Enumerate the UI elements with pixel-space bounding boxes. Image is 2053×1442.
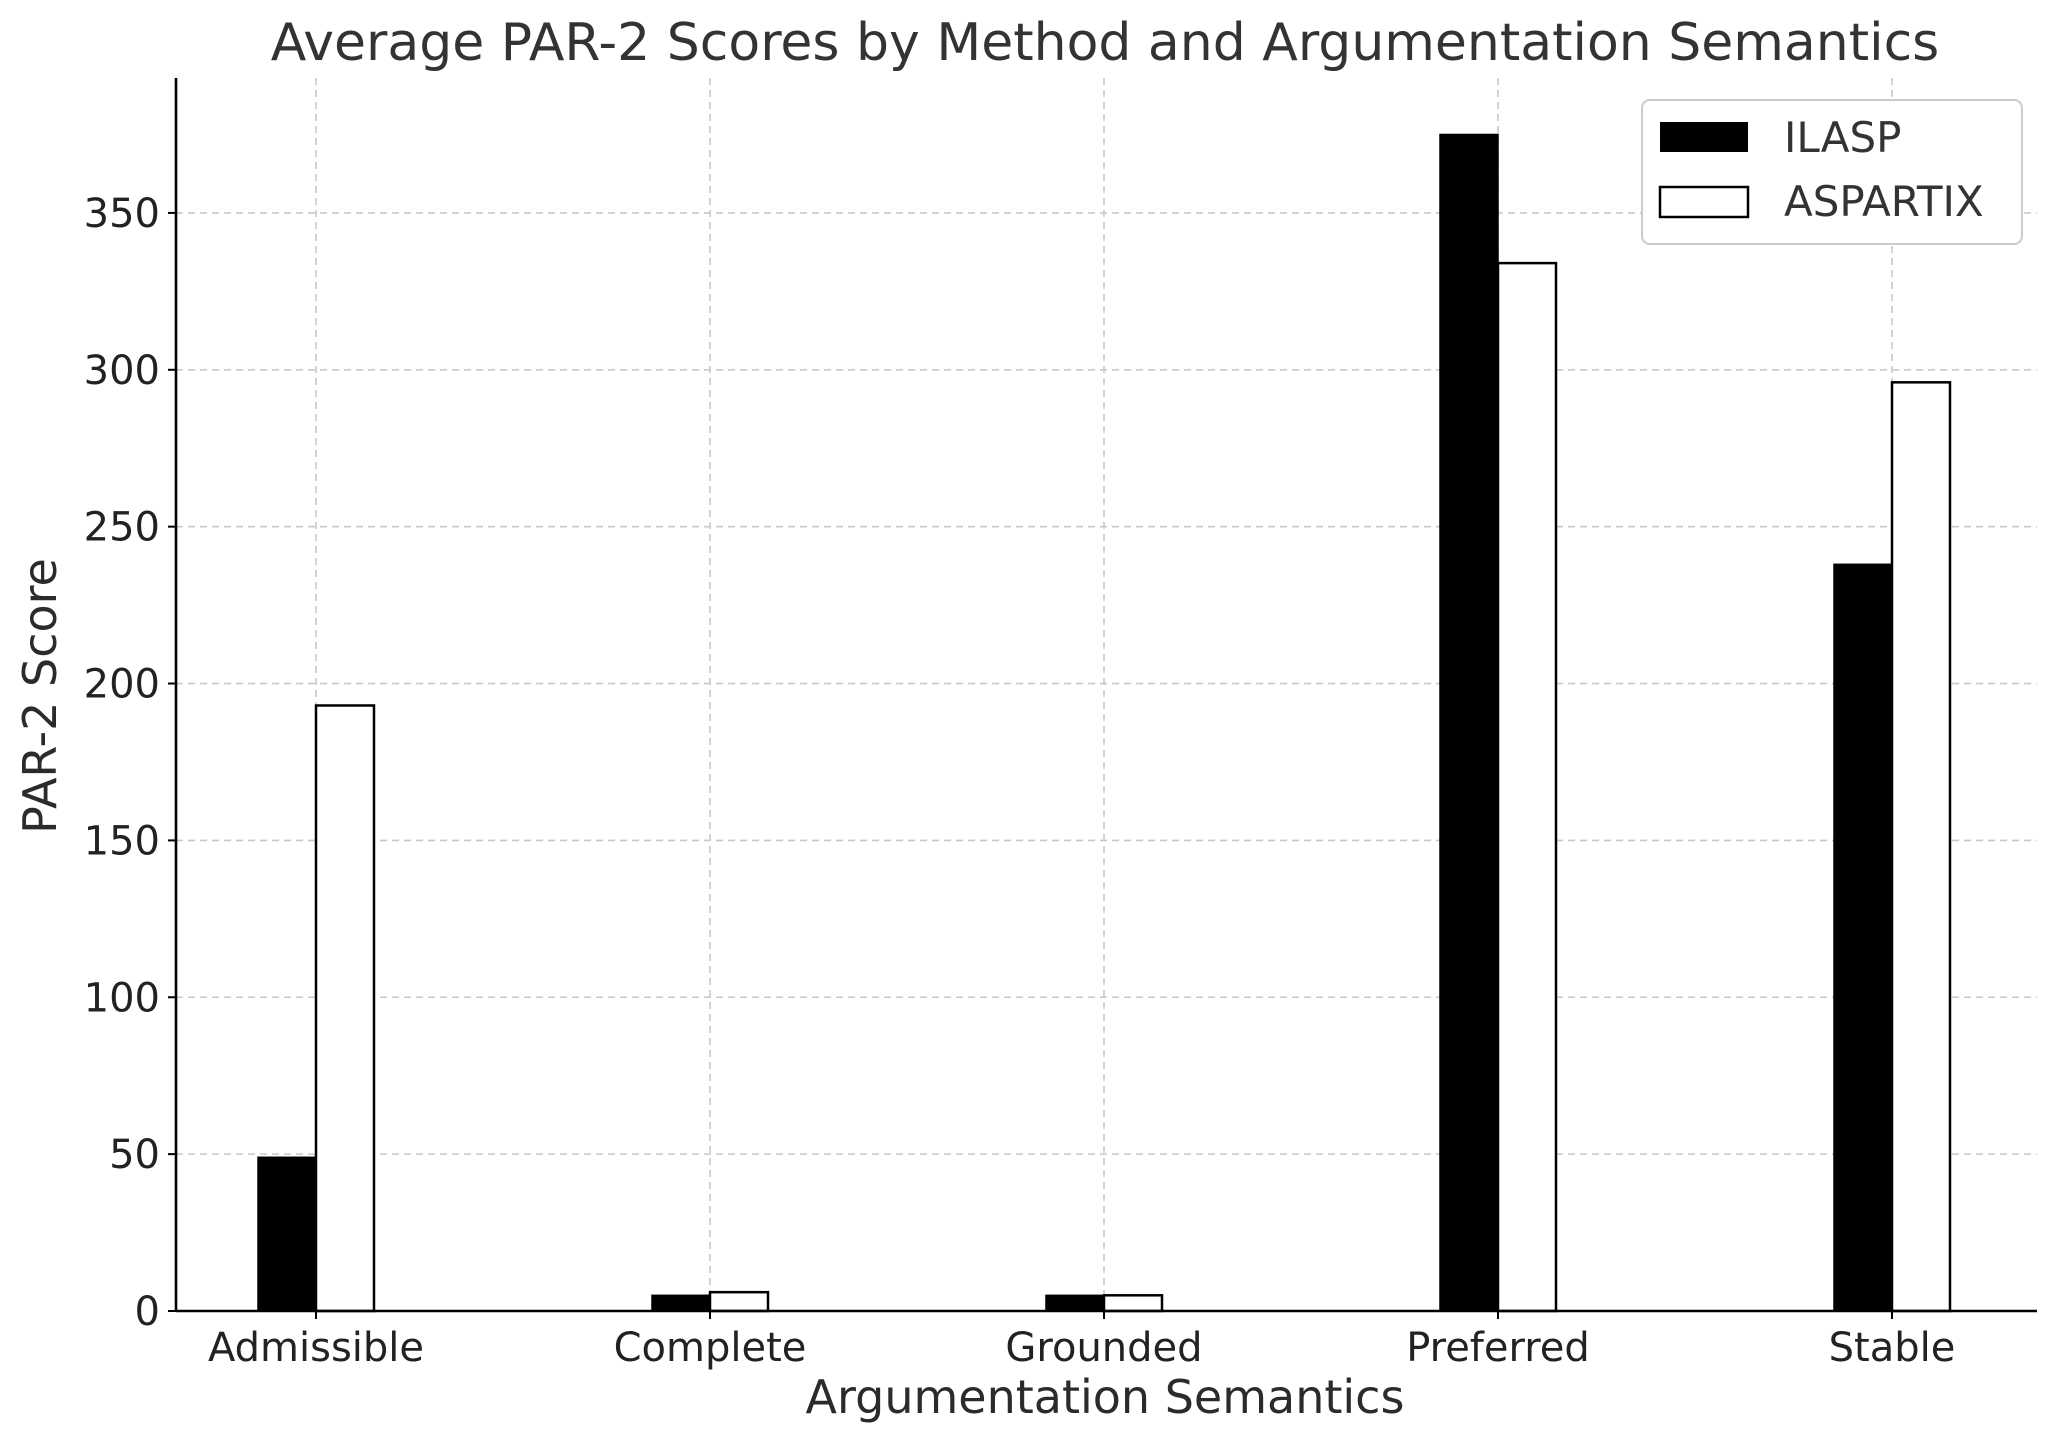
- x-tick-label: Grounded: [1005, 1325, 1202, 1371]
- bars: [257, 133, 1952, 1313]
- bar-aspartix-complete: [708, 1290, 770, 1313]
- axes: [174, 78, 2037, 1313]
- legend: ILASP ASPARTIX: [1641, 99, 2023, 245]
- legend-swatch-ilasp: [1660, 122, 1748, 152]
- y-tick-label: 150: [84, 818, 160, 864]
- y-axis-title: PAR-2 Score: [13, 558, 67, 834]
- x-tick-label: Stable: [1829, 1325, 1956, 1371]
- x-tick-label: Admissible: [208, 1325, 424, 1371]
- y-tick-label: 300: [84, 348, 160, 394]
- bar-ilasp-grounded: [1045, 1294, 1105, 1312]
- legend-label-ilasp: ILASP: [1784, 113, 1901, 162]
- bar-ilasp-admissible: [257, 1156, 317, 1312]
- bar-ilasp-stable: [1833, 563, 1893, 1312]
- legend-label-aspartix: ASPARTIX: [1784, 177, 1984, 226]
- legend-swatch-aspartix: [1658, 185, 1750, 219]
- y-tick-label: 350: [84, 191, 160, 237]
- y-tick-label: 200: [84, 662, 160, 708]
- grid-lines: [176, 78, 2037, 1311]
- bar-aspartix-admissible: [314, 704, 376, 1313]
- bar-ilasp-preferred: [1439, 133, 1499, 1312]
- y-tick-label: 100: [84, 975, 160, 1021]
- bar-aspartix-grounded: [1102, 1294, 1164, 1313]
- x-tick-label: Complete: [614, 1325, 807, 1371]
- y-tick-label: 250: [84, 505, 160, 551]
- bar-ilasp-complete: [651, 1294, 711, 1312]
- tick-labels: 0 50 100 150 200 250 300 350 Admissible Complete G…: [84, 191, 1956, 1371]
- bar-aspartix-stable: [1890, 381, 1952, 1313]
- x-axis-title: Argumentation Semantics: [806, 1370, 1405, 1424]
- y-tick-label: 0: [135, 1289, 160, 1335]
- x-tick-label: Preferred: [1406, 1325, 1590, 1371]
- chart-title: Average PAR-2 Scores by Method and Argum…: [271, 13, 1940, 73]
- bar-aspartix-preferred: [1496, 261, 1558, 1313]
- y-tick-label: 50: [109, 1132, 160, 1178]
